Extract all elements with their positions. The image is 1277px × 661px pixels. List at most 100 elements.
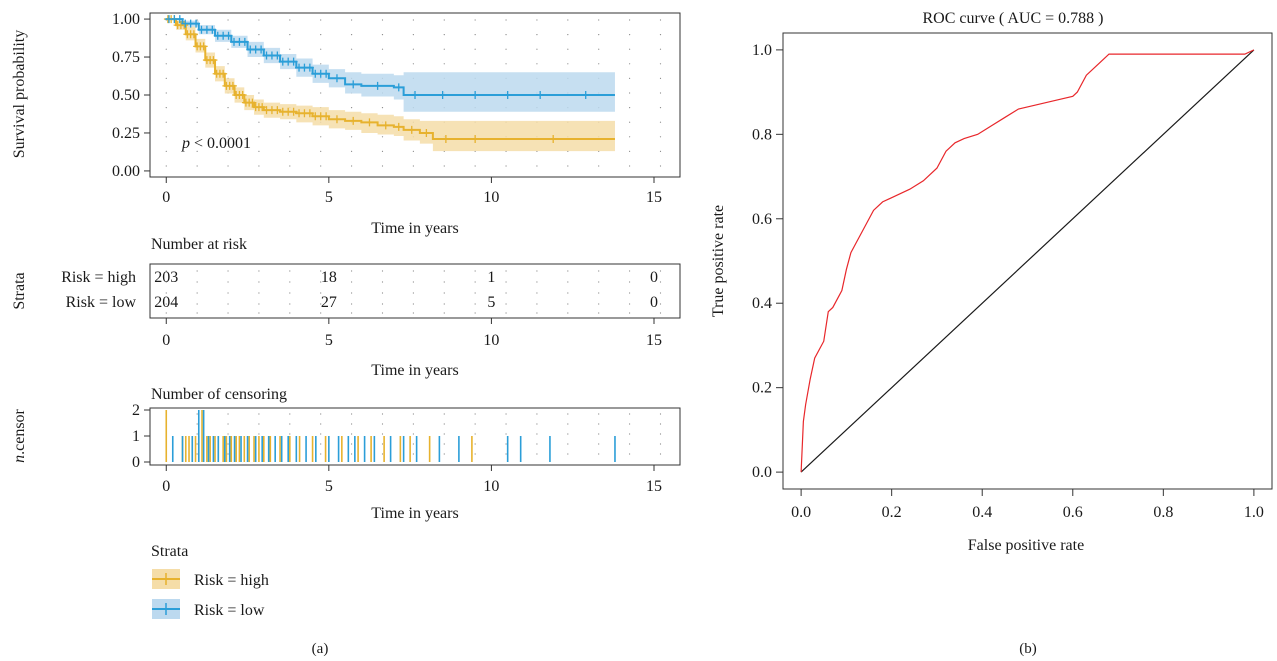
grid-dot [629,150,631,152]
grid-dot [598,63,600,65]
grid-dot [536,48,538,50]
grid-dot [227,443,229,445]
grid-dot [629,303,631,305]
grid-dot [320,281,322,283]
grid-dot [196,303,198,305]
km-censor-mark-high [305,109,314,118]
grid-dot [474,443,476,445]
grid-dot [196,121,198,123]
grid-dot [320,433,322,435]
grid-dot [165,312,167,314]
grid-dot [227,423,229,425]
grid-dot [474,292,476,294]
km-ytick-label: 1.00 [112,11,140,28]
grid-dot [659,121,662,123]
grid-dot [536,413,538,415]
roc-ytick-label: 1.0 [752,42,772,59]
grid-dot [567,63,569,65]
grid-dot [289,150,291,152]
km-censor-mark-high [332,115,341,124]
grid-dot [381,292,384,294]
grid-dot [258,121,260,123]
grid-dot [227,433,229,435]
risk-table-ylabel: Strata [11,272,28,309]
grid-dot [289,121,291,123]
roc-xtick-label: 0.2 [882,504,902,521]
km-censor-mark-low [536,91,545,99]
grid-dot [381,303,384,305]
grid-dot [289,165,291,167]
grid-dot [629,423,631,425]
censor-ylabel-n: n [11,455,28,463]
grid-dot [505,292,507,294]
grid-dot [165,150,167,152]
grid-dot [196,433,198,435]
roc-xtick-label: 1.0 [1244,504,1264,521]
grid-dot [196,19,198,21]
grid-dot [350,292,353,294]
grid-dot [443,281,445,283]
censor-xtick-label: 0 [162,478,170,495]
grid-dot [350,270,353,272]
grid-dot [505,34,507,36]
km-censor-mark-low [208,25,217,34]
legend-title: Strata [151,543,188,560]
grid-dot [536,312,538,314]
grid-dot [536,303,538,305]
grid-dot [320,48,322,50]
grid-dot [350,423,353,425]
grid-dot [258,433,260,435]
grid-dot [567,292,569,294]
panel-b-label: (b) [1019,641,1037,657]
censor-xlabel: Time in years [371,505,458,522]
grid-dot [536,165,538,167]
km-censor-mark-high [273,106,282,115]
grid-dot [289,312,291,314]
legend-plus-high [160,573,172,585]
grid-dot [443,270,445,272]
grid-dot [227,63,229,65]
grid-dot [227,413,229,415]
grid-dot [659,312,662,314]
grid-dot [443,423,445,425]
grid-dot [350,150,353,152]
grid-dot [659,77,662,79]
grid-dot [258,312,260,314]
grid-dot [165,34,167,36]
grid-dot [659,63,662,65]
grid-dot [443,413,445,415]
grid-dot [412,312,414,314]
grid-dot [227,165,229,167]
grid-dot [196,136,198,138]
grid-dot [320,443,322,445]
panel-a-label: (a) [312,641,329,657]
grid-dot [350,413,353,415]
grid-dot [412,413,414,415]
risk-cell-low: 27 [321,294,337,311]
grid-dot [629,443,631,445]
roc-ytick-label: 0.2 [752,380,772,397]
risk-table-title: Number at risk [151,236,247,253]
grid-dot [412,453,414,455]
grid-dot [598,303,600,305]
risk-xtick-label: 15 [646,332,662,349]
km-plot: Survival probability 0.00 0.25 0.50 0.75 1.0… [11,11,681,237]
grid-dot [629,77,631,79]
censor-title: Number of censoring [151,386,287,403]
risk-xlabel: Time in years [371,362,458,379]
km-censor-mark-high [349,116,358,125]
grid-dot [258,150,260,152]
grid-dot [474,34,476,36]
grid-dot [412,150,414,152]
grid-dot [505,312,507,314]
grid-dot [165,281,167,283]
grid-dot [320,19,322,21]
km-ylabel: Survival probability [11,30,28,158]
grid-dot [381,281,384,283]
grid-dot [505,453,507,455]
risk-cell-low: 204 [154,294,178,311]
grid-dot [659,107,662,109]
grid-dot [659,165,662,167]
grid-dot [629,312,631,314]
grid-dot [659,281,662,283]
